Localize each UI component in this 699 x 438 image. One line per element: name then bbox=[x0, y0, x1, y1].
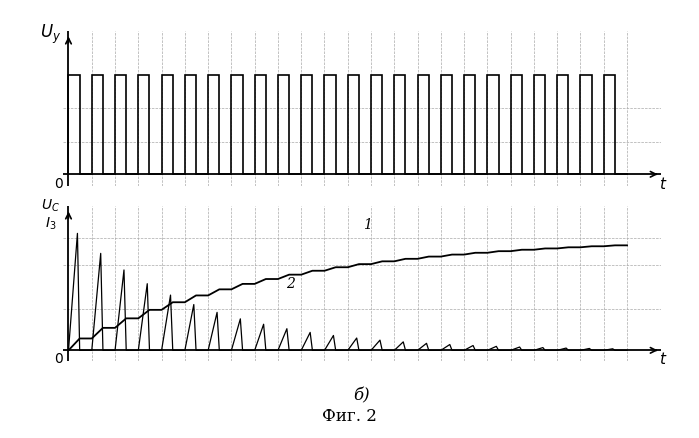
Text: 2: 2 bbox=[286, 277, 294, 290]
Text: $t$: $t$ bbox=[659, 351, 668, 367]
Text: а): а) bbox=[354, 212, 370, 229]
Text: 0: 0 bbox=[54, 352, 63, 366]
Text: 1: 1 bbox=[363, 218, 372, 232]
Text: $I_3$: $I_3$ bbox=[45, 215, 57, 232]
Text: $U_C$: $U_C$ bbox=[41, 198, 60, 214]
Text: $U_y$: $U_y$ bbox=[40, 22, 62, 46]
Text: 0: 0 bbox=[54, 177, 63, 191]
Text: б): б) bbox=[354, 387, 370, 404]
Text: Фиг. 2: Фиг. 2 bbox=[322, 408, 377, 425]
Text: $t$: $t$ bbox=[659, 176, 668, 192]
